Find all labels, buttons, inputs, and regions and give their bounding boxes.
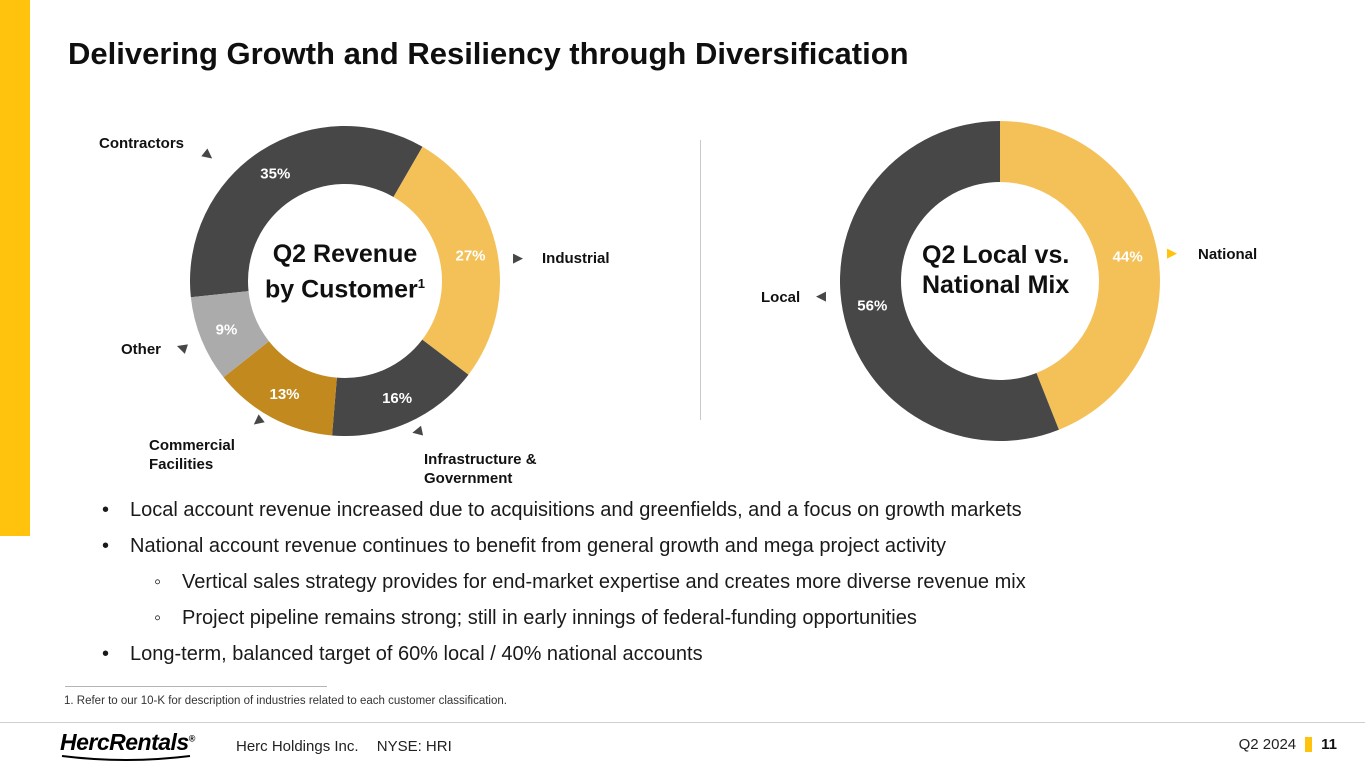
chart-divider bbox=[700, 140, 701, 420]
footer-divider bbox=[0, 722, 1365, 723]
donut-segment-other bbox=[190, 291, 269, 378]
commercial-facilities-label: Commercial Facilities bbox=[149, 437, 235, 473]
industrial-callout-arrow-icon: ▶ bbox=[513, 250, 523, 265]
center-title-line2: National Mix bbox=[922, 271, 1070, 299]
segment-value-label: 44% bbox=[1113, 249, 1143, 266]
footer-right: Q2 2024 11 bbox=[1239, 736, 1337, 753]
segment-value-label: 13% bbox=[269, 386, 299, 403]
local-callout-arrow-icon: ◀ bbox=[816, 288, 826, 303]
bullet-text: Vertical sales strategy provides for end… bbox=[182, 571, 1026, 593]
footnote-text: 1. Refer to our 10-K for description of … bbox=[64, 695, 507, 707]
slide-title: Delivering Growth and Resiliency through… bbox=[68, 36, 909, 71]
donut-segment-local bbox=[840, 121, 1059, 441]
bullet-item: • National account revenue continues to … bbox=[102, 533, 1292, 560]
segment-value-label: 56% bbox=[857, 297, 887, 314]
infrastructure-government-label: Infrastructure & Government bbox=[424, 451, 537, 487]
bullet-marker: • bbox=[102, 535, 110, 557]
donut-segment-industrial bbox=[393, 146, 500, 375]
bullet-marker: • bbox=[102, 499, 110, 521]
donut-segment-infrastructure-government bbox=[332, 339, 469, 436]
page-number-accent-bar bbox=[1305, 737, 1313, 752]
mix-chart-center-title: Q2 Local vs. National Mix bbox=[922, 240, 1097, 300]
center-title-line1: Q2 Revenue bbox=[272, 240, 418, 268]
bullet-marker: ◦ bbox=[154, 571, 162, 593]
segment-value-label: 35% bbox=[260, 166, 290, 183]
other-callout-arrow-icon: ◀ bbox=[174, 337, 190, 356]
segment-value-label: 27% bbox=[455, 248, 485, 265]
bullet-item: ◦ Project pipeline remains strong; still… bbox=[154, 605, 1292, 632]
segment-value-label: 9% bbox=[216, 321, 238, 338]
footnote-marker: 1 bbox=[417, 276, 426, 291]
logo-text: HercRentals® bbox=[60, 729, 195, 755]
period-label: Q2 2024 bbox=[1238, 736, 1297, 753]
bullet-text: Local account revenue increased due to a… bbox=[130, 499, 1022, 521]
company-name: Herc Holdings Inc. bbox=[236, 738, 359, 755]
local-label: Local bbox=[761, 289, 801, 306]
national-label: National bbox=[1198, 246, 1258, 263]
footer-company-line: Herc Holdings Inc. NYSE: HRI bbox=[236, 738, 452, 755]
revenue-by-customer-donut-chart: 35% 27% 16% 13% 9% bbox=[190, 126, 500, 436]
national-callout-arrow-icon: ▶ bbox=[1167, 245, 1177, 260]
center-title-line2: by Customer bbox=[264, 275, 418, 304]
herc-rentals-logo: HercRentals® bbox=[60, 729, 195, 762]
segment-value-label: 16% bbox=[382, 390, 412, 407]
other-label: Other bbox=[121, 341, 162, 358]
donut-segment-contractors bbox=[190, 126, 423, 298]
bullet-marker: • bbox=[102, 643, 110, 665]
bullet-text: Project pipeline remains strong; still i… bbox=[182, 607, 917, 629]
bullet-list: • Local account revenue increased due to… bbox=[102, 497, 1292, 677]
contractors-label: Contractors bbox=[99, 135, 185, 152]
logo-swoosh bbox=[61, 755, 191, 761]
donut-segment-national bbox=[1000, 121, 1160, 430]
left-accent-bar bbox=[0, 0, 30, 536]
bullet-marker: ◦ bbox=[154, 607, 162, 629]
footnote-divider bbox=[65, 686, 327, 687]
page-number: 11 bbox=[1321, 736, 1337, 753]
bullet-item: ◦ Vertical sales strategy provides for e… bbox=[154, 569, 1292, 596]
bullet-text: National account revenue continues to be… bbox=[130, 535, 947, 557]
center-title-line1: Q2 Local vs. bbox=[922, 241, 1070, 269]
revenue-chart-center-title: Q2 Revenue by Customer1 bbox=[235, 239, 455, 304]
bullet-text: Long-term, balanced target of 60% local … bbox=[130, 643, 703, 665]
industrial-label: Industrial bbox=[542, 250, 610, 267]
bullet-item: • Local account revenue increased due to… bbox=[102, 497, 1292, 524]
ticker: NYSE: HRI bbox=[376, 738, 452, 755]
donut-segment-commercial-facilities bbox=[223, 341, 337, 436]
registered-mark: ® bbox=[188, 733, 196, 744]
local-vs-national-donut-chart: 44% 56% bbox=[840, 121, 1160, 441]
bullet-item: • Long-term, balanced target of 60% loca… bbox=[102, 641, 1292, 668]
